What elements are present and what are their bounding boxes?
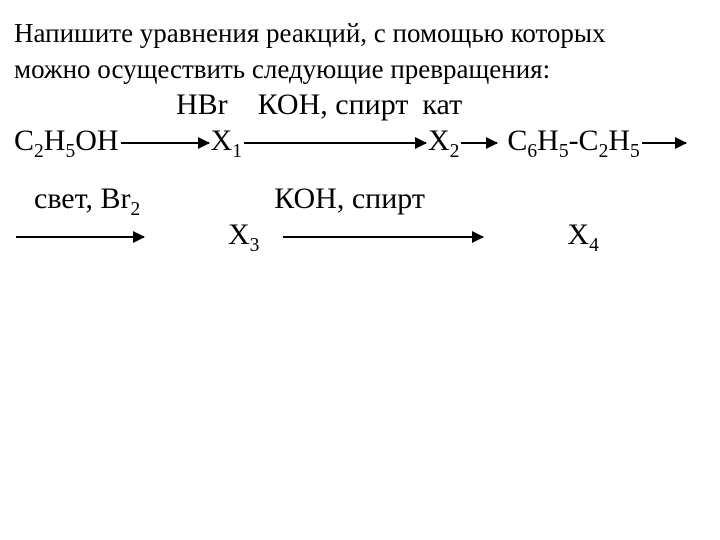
arrow-head-icon — [675, 137, 687, 149]
t: свет, Br — [34, 182, 130, 215]
reagent-hbr: HBr — [176, 90, 228, 120]
sub: 2 — [599, 141, 609, 162]
t: C — [14, 124, 34, 157]
reagent-kat: кат — [422, 90, 462, 120]
arrow-line — [16, 236, 144, 238]
arrow-line — [283, 236, 483, 238]
sub: 5 — [65, 141, 75, 162]
sub: 1 — [232, 141, 242, 162]
reagent-svet-br2: свет, Br2 — [34, 184, 140, 214]
t: X — [428, 124, 450, 157]
sub: 2 — [450, 141, 460, 162]
arrow-head-icon — [133, 231, 145, 243]
sub: 5 — [630, 141, 640, 162]
arrow-2 — [244, 142, 426, 144]
t: X — [211, 124, 233, 157]
arrow-head-icon — [486, 137, 498, 149]
arrow-head-icon — [415, 137, 427, 149]
page: Напишите уравнения реакций, с помощью ко… — [0, 0, 720, 540]
arrow-6 — [283, 236, 483, 238]
reagents-row-1: HBr КОН, спирт кат — [14, 90, 706, 120]
compound-c6h5-c2h5: C6H5-C2H5 — [507, 126, 639, 156]
compound-x2: X2 — [428, 126, 459, 156]
sub: 4 — [589, 235, 599, 256]
sub: 2 — [34, 141, 44, 162]
arrow-5 — [16, 236, 144, 238]
sub: 2 — [130, 199, 140, 220]
arrow-4 — [642, 142, 686, 144]
arrow-1 — [121, 142, 209, 144]
compound-x3: X3 — [228, 220, 259, 250]
t: X — [567, 218, 589, 251]
arrow-line — [244, 142, 426, 144]
intro-line-1: Напишите уравнения реакций, с помощью ко… — [14, 18, 706, 50]
t: OH — [75, 124, 118, 157]
arrow-head-icon — [472, 231, 484, 243]
reagents-row-2: свет, Br2 КОН, спирт — [14, 184, 706, 214]
t: C — [507, 124, 527, 157]
scheme-row-1: C2H5OH X1 X2 C6H5-C2H5 — [14, 126, 706, 156]
sub: 5 — [559, 141, 569, 162]
sub: 6 — [527, 141, 537, 162]
compound-x4: X4 — [567, 220, 598, 250]
reagent-koh-spirit: КОН, спирт — [258, 90, 409, 120]
intro-line-2: можно осуществить следующие превращения: — [14, 54, 706, 86]
arrow-head-icon — [198, 137, 210, 149]
compound-x1: X1 — [211, 126, 242, 156]
t: H — [608, 124, 630, 157]
arrow-3 — [461, 142, 497, 144]
compound-c2h5oh: C2H5OH — [14, 126, 119, 156]
t: X — [228, 218, 250, 251]
t: H — [537, 124, 559, 157]
reagent-koh-spirit-2: КОН, спирт — [274, 184, 425, 214]
scheme-row-2: X3 X4 — [14, 220, 706, 250]
t: H — [44, 124, 66, 157]
t: -C — [569, 124, 599, 157]
arrow-line — [121, 142, 209, 144]
sub: 3 — [250, 235, 260, 256]
